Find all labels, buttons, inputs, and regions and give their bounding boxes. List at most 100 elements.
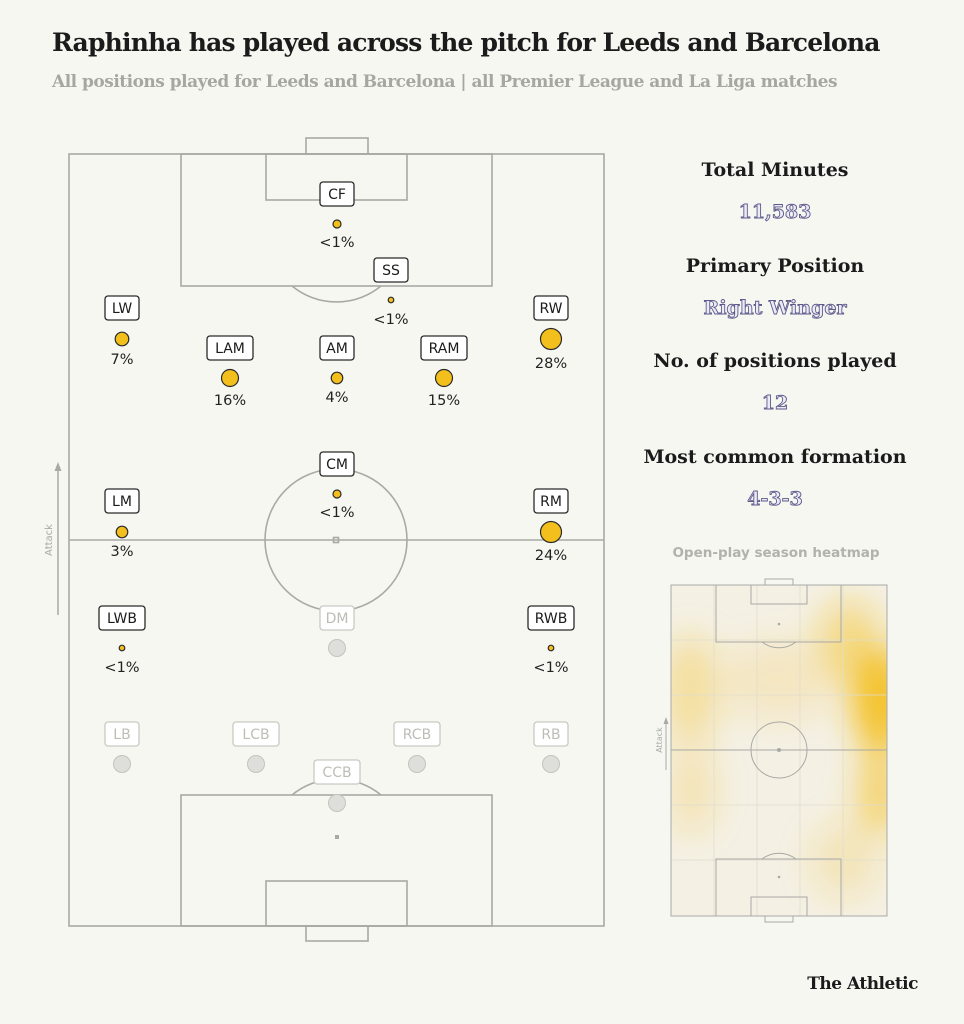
bottom-penalty-box bbox=[180, 794, 493, 927]
position-label-box-am bbox=[319, 335, 355, 361]
heatmap-hotspot-right-own-half bbox=[858, 746, 887, 834]
stat-value-total-minutes: 11,583 bbox=[739, 201, 812, 223]
bottom-six-yard-box bbox=[265, 880, 408, 927]
position-label-box-rw bbox=[533, 295, 569, 321]
position-dot-cf bbox=[332, 219, 342, 229]
position-share-lwb: <1% bbox=[104, 660, 139, 676]
stat-label-total-minutes: Total Minutes bbox=[702, 159, 849, 181]
position-dot-ccb bbox=[328, 794, 346, 812]
position-rw: RW 28% bbox=[533, 295, 569, 372]
position-label-box-lw bbox=[104, 295, 140, 321]
position-label-box-rwb bbox=[527, 605, 575, 631]
position-lw: LW 7% bbox=[104, 295, 140, 368]
position-label-box-rm bbox=[533, 488, 569, 514]
position-label-box-cm bbox=[319, 451, 355, 477]
position-rcb: RCB bbox=[393, 721, 441, 773]
position-ss: SS <1% bbox=[373, 257, 409, 328]
position-label-box-ram bbox=[420, 335, 468, 361]
heatmap-attack-label: Attack bbox=[655, 727, 664, 753]
position-share-rw: 28% bbox=[535, 356, 567, 372]
position-dot-ss bbox=[387, 296, 395, 304]
position-dot-lcb bbox=[247, 755, 265, 773]
position-rb: RB bbox=[533, 721, 569, 773]
position-code-lb: LB bbox=[113, 727, 130, 743]
position-dot-ram bbox=[434, 368, 454, 388]
position-dot-lam bbox=[220, 368, 240, 388]
position-code-lwb: LWB bbox=[107, 611, 137, 627]
position-lwb: LWB <1% bbox=[98, 605, 146, 676]
position-dot-rwb bbox=[547, 644, 555, 652]
position-label-box-dm bbox=[319, 605, 355, 631]
position-code-rm: RM bbox=[540, 494, 562, 510]
top-penalty-arc bbox=[291, 285, 382, 303]
position-dot-lb bbox=[113, 755, 131, 773]
position-dot-rb bbox=[542, 755, 560, 773]
heatmap-title: Open-play season heatmap bbox=[672, 545, 879, 561]
bottom-penalty-spot bbox=[335, 835, 339, 839]
position-label-box-lcb bbox=[232, 721, 280, 747]
position-share-cm: <1% bbox=[319, 505, 354, 521]
position-code-lm: LM bbox=[112, 494, 132, 510]
position-code-am: AM bbox=[326, 341, 348, 357]
position-code-ss: SS bbox=[382, 263, 400, 279]
stat-value-common-formation: 4-3-3 bbox=[747, 488, 802, 510]
position-code-ccb: CCB bbox=[322, 765, 351, 781]
heatmap-hotspot-left-own-half bbox=[671, 745, 716, 835]
position-code-rb: RB bbox=[541, 727, 560, 743]
stat-label-primary-position: Primary Position bbox=[686, 255, 865, 277]
position-cm: CM <1% bbox=[319, 451, 355, 521]
position-dot-lw bbox=[114, 331, 130, 347]
position-share-rm: 24% bbox=[535, 548, 567, 564]
position-markers: CF <1% SS <1% LW 7% RW 28% LAM 16% AM 4% RAM 15% CM <1%… bbox=[98, 181, 575, 812]
attack-direction-arrow bbox=[54, 462, 62, 615]
position-code-dm: DM bbox=[326, 611, 349, 627]
position-lb: LB bbox=[104, 721, 140, 773]
position-lm: LM 3% bbox=[104, 488, 140, 560]
stat-label-positions-played: No. of positions played bbox=[653, 350, 896, 372]
position-label-box-rb bbox=[533, 721, 569, 747]
position-share-rwb: <1% bbox=[533, 660, 568, 676]
brand-logo: The Athletic bbox=[807, 974, 918, 994]
position-label-box-rcb bbox=[393, 721, 441, 747]
position-code-lam: LAM bbox=[215, 341, 245, 357]
position-label-box-lb bbox=[104, 721, 140, 747]
bottom-goal bbox=[305, 925, 369, 942]
position-label-box-lm bbox=[104, 488, 140, 514]
position-am: AM 4% bbox=[319, 335, 355, 406]
heatmap: Attack bbox=[655, 578, 888, 923]
position-label-box-lwb bbox=[98, 605, 146, 631]
position-code-rcb: RCB bbox=[403, 727, 431, 743]
position-rwb: RWB <1% bbox=[527, 605, 575, 676]
position-share-ram: 15% bbox=[428, 393, 460, 409]
position-share-am: 4% bbox=[325, 390, 348, 406]
position-code-cf: CF bbox=[328, 187, 346, 203]
position-lcb: LCB bbox=[232, 721, 280, 773]
position-label-box-lam bbox=[206, 335, 254, 361]
position-label-box-cf bbox=[319, 181, 355, 207]
position-dot-rm bbox=[539, 520, 563, 544]
position-label-box-ss bbox=[373, 257, 409, 283]
position-share-lw: 7% bbox=[110, 352, 133, 368]
pitch bbox=[68, 137, 605, 942]
position-share-lam: 16% bbox=[214, 393, 246, 409]
heatmap-attack-arrow bbox=[663, 717, 669, 770]
position-code-cm: CM bbox=[326, 457, 348, 473]
position-code-ram: RAM bbox=[429, 341, 460, 357]
position-share-lm: 3% bbox=[110, 544, 133, 560]
position-code-lw: LW bbox=[112, 301, 133, 317]
position-share-cf: <1% bbox=[319, 235, 354, 251]
stat-value-positions-played: 12 bbox=[762, 392, 788, 414]
top-goal bbox=[305, 137, 369, 155]
stat-label-common-formation: Most common formation bbox=[643, 446, 906, 468]
position-dot-lm bbox=[115, 525, 129, 539]
stats-panel: Total Minutes 11,583 Primary Position Ri… bbox=[643, 159, 906, 510]
heatmap-density bbox=[671, 600, 887, 900]
position-dm: DM bbox=[319, 605, 355, 657]
chart-subtitle: All positions played for Leeds and Barce… bbox=[52, 72, 838, 92]
chart-title: Raphinha has played across the pitch for… bbox=[52, 28, 880, 57]
position-dot-dm bbox=[328, 639, 346, 657]
position-share-ss: <1% bbox=[373, 312, 408, 328]
position-ram: RAM 15% bbox=[420, 335, 468, 409]
position-dot-rw bbox=[539, 327, 563, 351]
